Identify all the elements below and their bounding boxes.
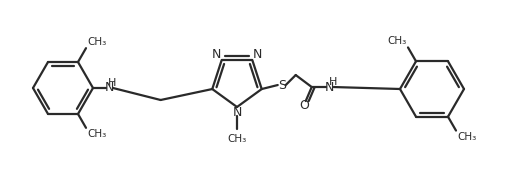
Text: N: N xyxy=(104,81,114,94)
Text: N: N xyxy=(212,49,221,62)
Text: CH₃: CH₃ xyxy=(387,36,406,47)
Text: N: N xyxy=(324,81,334,94)
Text: H: H xyxy=(108,78,116,88)
Text: CH₃: CH₃ xyxy=(87,37,106,47)
Text: N: N xyxy=(252,49,262,62)
Text: CH₃: CH₃ xyxy=(87,129,106,139)
Text: S: S xyxy=(277,79,285,92)
Text: N: N xyxy=(232,106,241,119)
Text: H: H xyxy=(328,77,336,87)
Text: CH₃: CH₃ xyxy=(227,134,246,144)
Text: O: O xyxy=(298,98,308,111)
Text: CH₃: CH₃ xyxy=(456,132,475,142)
